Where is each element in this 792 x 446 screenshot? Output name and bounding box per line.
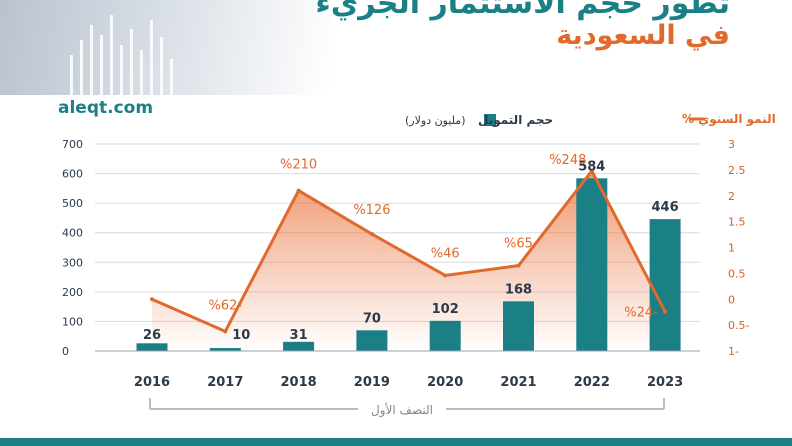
y-left-tick-label: 200 bbox=[62, 286, 83, 299]
bar-value-label: 168 bbox=[505, 282, 532, 297]
y-left-tick-label: 100 bbox=[62, 315, 83, 328]
legend-funding-note: (مليون دولار) bbox=[405, 114, 466, 127]
growth-line bbox=[151, 169, 667, 333]
growth-value-label: %210 bbox=[280, 158, 317, 173]
y-left-tick-label: 500 bbox=[62, 197, 83, 210]
growth-value-label: %65 bbox=[504, 237, 533, 252]
chart-title-line1: تطور حجم الاستثمار الجريء bbox=[315, 0, 730, 21]
footer-bar bbox=[0, 438, 792, 446]
y-left-tick-label: 300 bbox=[62, 256, 83, 269]
y-right-tick-label: 3 bbox=[728, 138, 735, 151]
chart-title-line2: في السعودية bbox=[556, 20, 730, 51]
growth-point bbox=[443, 273, 448, 278]
y-right-tick-label: 0.5- bbox=[728, 319, 749, 332]
bar-value-label: 446 bbox=[652, 200, 679, 215]
growth-area bbox=[152, 170, 666, 351]
growth-point bbox=[150, 297, 154, 302]
y-right-tick-label: 1.5 bbox=[728, 216, 746, 229]
x-tick-label: 2018 bbox=[281, 375, 317, 390]
bar-value-label: 584 bbox=[578, 159, 605, 174]
y-left-tick-label: 700 bbox=[62, 138, 83, 151]
x-tick-label: 2017 bbox=[207, 375, 243, 390]
x-tick-label: 2021 bbox=[500, 375, 536, 390]
annotation-label: النصف الأول bbox=[371, 402, 433, 418]
y-right-tick-label: 0 bbox=[728, 293, 735, 306]
bar-funding bbox=[576, 178, 608, 351]
growth-point bbox=[296, 188, 301, 193]
bar-funding bbox=[209, 348, 241, 351]
bar-funding bbox=[136, 343, 168, 351]
x-tick-label: 2019 bbox=[354, 375, 390, 390]
bar-funding bbox=[356, 330, 388, 351]
growth-value-label: %126 bbox=[353, 203, 390, 218]
y-right-tick-label: 2 bbox=[728, 190, 735, 203]
growth-value-label: %24- bbox=[624, 306, 658, 321]
bar-value-label: 70 bbox=[363, 311, 381, 326]
y-left-tick-label: 400 bbox=[62, 227, 83, 240]
growth-point bbox=[223, 329, 228, 334]
bar-funding bbox=[283, 341, 315, 351]
growth-point bbox=[589, 168, 594, 173]
y-right-tick-label: 2.5 bbox=[728, 164, 746, 177]
x-tick-label: 2022 bbox=[574, 375, 610, 390]
legend-growth-label: النمو السنوي % bbox=[682, 112, 776, 127]
growth-value-label: %62- bbox=[209, 298, 243, 313]
bar-funding bbox=[649, 219, 681, 351]
x-tick-label: 2016 bbox=[134, 375, 170, 390]
growth-point bbox=[663, 309, 668, 314]
legend-bar-swatch bbox=[484, 114, 496, 126]
x-tick-label: 2023 bbox=[647, 375, 683, 390]
bar-value-label: 102 bbox=[432, 302, 459, 317]
bar-value-label: 26 bbox=[143, 328, 161, 343]
y-left-tick-label: 0 bbox=[62, 345, 69, 358]
bar-value-label: 10 bbox=[232, 328, 250, 343]
y-left-tick-label: 600 bbox=[62, 168, 83, 181]
growth-value-label: %248 bbox=[549, 153, 586, 168]
y-right-tick-label: 1 bbox=[728, 242, 735, 255]
growth-point bbox=[369, 232, 374, 237]
header-background-image bbox=[0, 0, 792, 95]
legend-funding-label: حجم التمويل bbox=[478, 113, 553, 128]
bar-funding bbox=[503, 301, 534, 351]
x-tick-label: 2020 bbox=[427, 375, 463, 390]
y-right-tick-label: 1- bbox=[728, 345, 739, 358]
site-logo-text: aleqt.com bbox=[58, 98, 154, 118]
bar-funding bbox=[429, 320, 461, 351]
growth-point bbox=[516, 263, 521, 268]
bar-value-label: 31 bbox=[290, 328, 308, 343]
y-right-tick-label: 0.5 bbox=[728, 267, 746, 280]
growth-value-label: %46 bbox=[431, 246, 460, 261]
